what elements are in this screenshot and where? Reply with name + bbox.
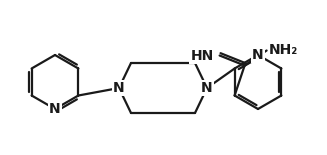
Text: N: N	[252, 48, 264, 62]
Text: N: N	[113, 81, 125, 95]
Text: NH₂: NH₂	[268, 44, 298, 58]
Text: N: N	[49, 102, 61, 116]
Text: N: N	[201, 81, 213, 95]
Text: HN: HN	[190, 49, 214, 62]
